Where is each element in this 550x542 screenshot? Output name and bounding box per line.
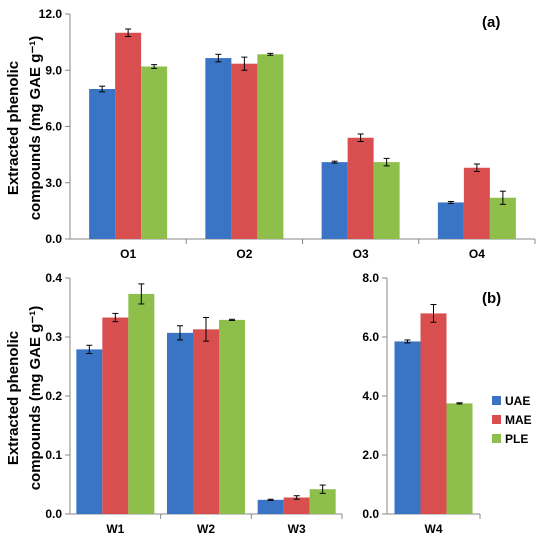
y-tick-label: 3.0: [45, 176, 62, 190]
y-tick-label: 12.0: [39, 7, 63, 21]
legend-swatch-uae: [492, 396, 501, 405]
bar-mae: [102, 317, 129, 514]
x-category-label: O2: [236, 247, 252, 261]
y-tick-label: 0.4: [45, 271, 62, 285]
bar-ple: [373, 162, 400, 239]
bar-ple: [141, 66, 168, 239]
panel-label: (b): [482, 290, 501, 307]
legend-label: UAE: [505, 394, 530, 408]
y-axis-title: Extracted phenolic: [5, 331, 22, 465]
x-category-label: W1: [106, 522, 124, 536]
bar-uae: [394, 341, 421, 514]
y-tick-label: 2.0: [362, 448, 379, 462]
x-category-label: W3: [288, 522, 306, 536]
bar-uae: [89, 89, 116, 239]
bar-uae: [437, 202, 464, 239]
bar-mae: [193, 329, 219, 514]
y-tick-label: 8.0: [362, 271, 379, 285]
bar-ple: [128, 293, 155, 514]
x-category-label: O3: [353, 247, 369, 261]
y-tick-label: 0.1: [45, 448, 62, 462]
y-tick-label: 4.0: [362, 389, 379, 403]
y-tick-label: 0.0: [362, 507, 379, 521]
bar-mae: [115, 32, 142, 239]
bar-mae: [347, 137, 374, 239]
bar-uae: [257, 499, 284, 514]
bar-ple: [257, 54, 284, 239]
bar-ple: [446, 403, 473, 514]
chart-panel-2: 0.0 0.1 0.2 0.3 0.4 W1 W2 W3 Extracted phenolic c…: [5, 271, 343, 536]
legend-label: MAE: [505, 413, 532, 427]
bar-uae: [321, 162, 348, 239]
bar-uae: [205, 58, 232, 239]
y-tick-label: 0.0: [45, 507, 62, 521]
y-tick-label: 0.3: [45, 330, 62, 344]
legend-label: PLE: [505, 432, 528, 446]
bar-mae: [231, 63, 258, 239]
legend: UAE MAE PLE: [492, 394, 532, 446]
bar-uae: [76, 349, 103, 514]
y-tick-label: 0.0: [45, 232, 62, 246]
chart-panel-1: 0.0 3.0 6.0 9.0 12.0 O1 O2 O3 O4 (a) Extracted phe…: [5, 7, 536, 261]
y-axis-title: compounds (mg GAE g⁻¹): [27, 36, 44, 221]
y-tick-label: 6.0: [362, 330, 379, 344]
x-category-label: W2: [197, 522, 215, 536]
x-category-label: W4: [425, 522, 443, 536]
bar-uae: [167, 332, 193, 514]
bar-mae: [283, 497, 310, 514]
bar-mae: [420, 313, 447, 514]
y-axis-title: Extracted phenolic: [5, 61, 22, 195]
legend-swatch-ple: [492, 434, 501, 443]
x-category-label: O4: [469, 247, 485, 261]
bar-mae: [463, 167, 490, 239]
x-category-label: O1: [120, 247, 136, 261]
panel-label: (a): [482, 14, 500, 31]
bar-ple: [219, 319, 245, 514]
y-axis-title: compounds (mg GAE g⁻¹): [27, 306, 44, 491]
y-tick-label: 9.0: [45, 63, 62, 77]
y-tick-label: 0.2: [45, 389, 62, 403]
y-tick-label: 6.0: [45, 120, 62, 134]
legend-swatch-mae: [492, 415, 501, 424]
chart-panel-3: 0.0 2.0 4.0 6.0 8.0 W4 (b): [362, 271, 501, 536]
